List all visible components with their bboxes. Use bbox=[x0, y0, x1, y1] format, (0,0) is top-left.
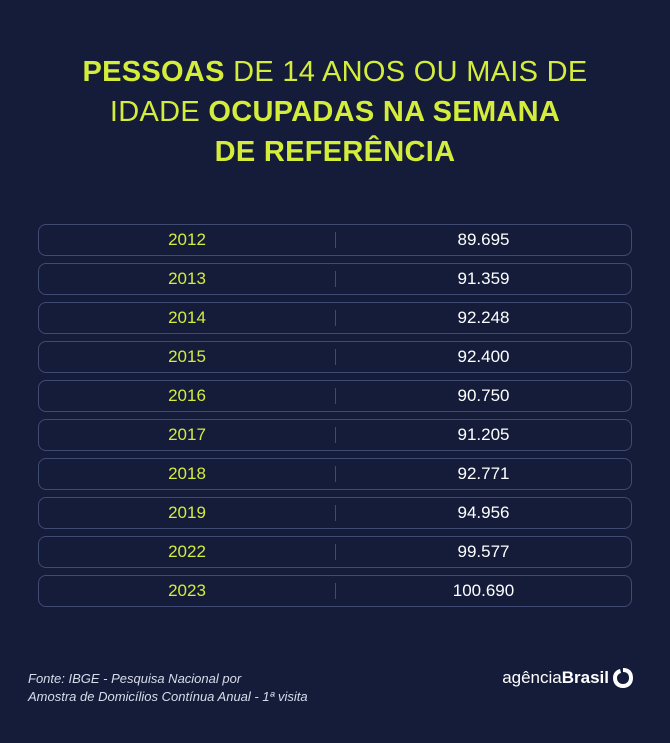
title-bold-1: PESSOAS bbox=[82, 56, 225, 88]
title-line-3: DE REFERÊNCIA bbox=[0, 132, 670, 172]
title-light-2: IDADE bbox=[109, 96, 209, 128]
value-cell: 94.956 bbox=[457, 503, 510, 522]
table-row: 2023 100.690 bbox=[38, 575, 632, 607]
year-cell: 2014 bbox=[168, 308, 206, 327]
table-row: 2017 91.205 bbox=[38, 419, 632, 451]
value-cell: 99.577 bbox=[457, 542, 510, 561]
logo-mark-icon bbox=[613, 668, 633, 688]
column-divider bbox=[335, 427, 336, 443]
title-light-1: DE 14 ANOS OU MAIS DE bbox=[224, 56, 588, 88]
value-cell: 89.695 bbox=[457, 230, 510, 249]
agencia-brasil-logo: agência Brasil bbox=[502, 667, 634, 689]
value-cell: 91.359 bbox=[457, 269, 510, 288]
year-cell: 2018 bbox=[168, 464, 206, 483]
title-bold-2: OCUPADAS NA SEMANA bbox=[208, 96, 561, 128]
logo-text-light: agência bbox=[502, 668, 562, 687]
column-divider bbox=[335, 505, 336, 521]
source-line-2: Amostra de Domicílios Contínua Anual - 1… bbox=[28, 689, 308, 704]
column-divider bbox=[335, 310, 336, 326]
value-cell: 90.750 bbox=[457, 386, 510, 405]
column-divider bbox=[335, 583, 336, 599]
title-line-2: IDADE OCUPADAS NA SEMANA bbox=[0, 92, 670, 132]
year-cell: 2023 bbox=[168, 581, 206, 600]
value-cell: 91.205 bbox=[457, 425, 510, 444]
chart-title: PESSOAS DE 14 ANOS OU MAIS DE IDADE OCUP… bbox=[0, 52, 670, 172]
column-divider bbox=[335, 544, 336, 560]
table-row: 2012 89.695 bbox=[38, 224, 632, 256]
logo-text-bold: Brasil bbox=[561, 668, 609, 687]
table-row: 2022 99.577 bbox=[38, 536, 632, 568]
column-divider bbox=[335, 349, 336, 365]
year-cell: 2016 bbox=[168, 386, 206, 405]
column-divider bbox=[335, 388, 336, 404]
column-divider bbox=[335, 232, 336, 248]
year-cell: 2022 bbox=[168, 542, 206, 561]
column-divider bbox=[335, 466, 336, 482]
year-cell: 2015 bbox=[168, 347, 206, 366]
value-cell: 92.400 bbox=[457, 347, 510, 366]
title-bold-3: DE REFERÊNCIA bbox=[214, 136, 456, 168]
table-row: 2018 92.771 bbox=[38, 458, 632, 490]
year-cell: 2012 bbox=[168, 230, 206, 249]
table-row: 2019 94.956 bbox=[38, 497, 632, 529]
value-cell: 92.771 bbox=[457, 464, 510, 483]
value-cell: 100.690 bbox=[452, 581, 515, 600]
year-cell: 2019 bbox=[168, 503, 206, 522]
title-line-1: PESSOAS DE 14 ANOS OU MAIS DE bbox=[0, 52, 670, 92]
source-line-1: Fonte: IBGE - Pesquisa Nacional por bbox=[28, 671, 242, 686]
value-cell: 92.248 bbox=[457, 308, 510, 327]
table-row: 2015 92.400 bbox=[38, 341, 632, 373]
data-table: 2012 89.695 2013 91.359 2014 92.248 2015 92.400… bbox=[38, 224, 632, 614]
table-row: 2013 91.359 bbox=[38, 263, 632, 295]
source-note: Fonte: IBGE - Pesquisa Nacional por Amos… bbox=[28, 670, 308, 706]
year-cell: 2017 bbox=[168, 425, 206, 444]
year-cell: 2013 bbox=[168, 269, 206, 288]
column-divider bbox=[335, 271, 336, 287]
table-row: 2014 92.248 bbox=[38, 302, 632, 334]
table-row: 2016 90.750 bbox=[38, 380, 632, 412]
